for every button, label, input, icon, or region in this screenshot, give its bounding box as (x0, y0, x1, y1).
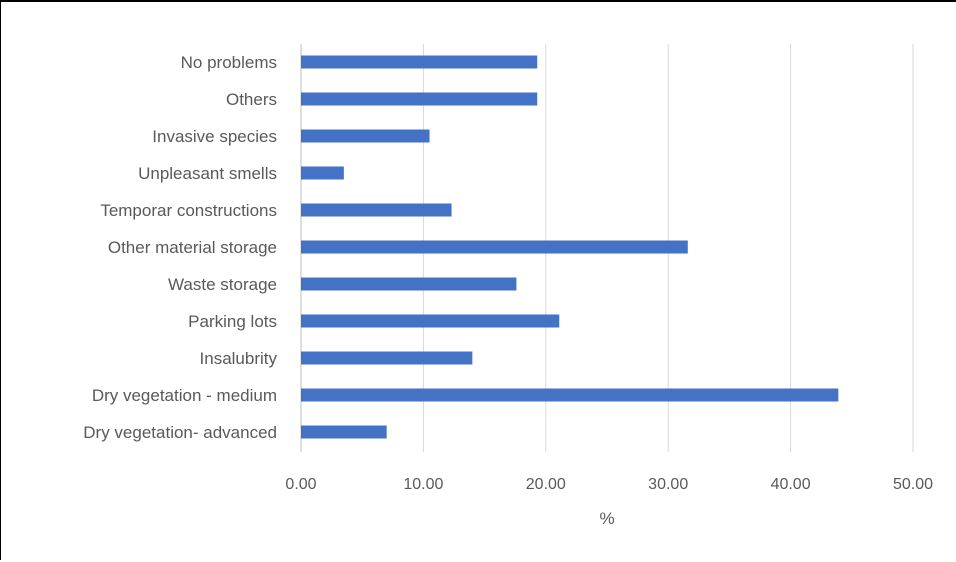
x-tick-label: 50.00 (893, 476, 933, 493)
category-labels: No problems Others Invasive species Unpleas… (83, 53, 277, 442)
bar (301, 314, 560, 328)
category-label: Other material storage (108, 238, 277, 257)
bar (301, 425, 387, 439)
bar (301, 203, 452, 217)
x-tick-label: 40.00 (771, 476, 811, 493)
bars (301, 55, 839, 439)
x-tick-label: 30.00 (648, 476, 688, 493)
bar (301, 166, 344, 180)
x-tick-label: 10.00 (403, 476, 443, 493)
category-label: Waste storage (168, 275, 277, 294)
x-tick-label: 0.00 (285, 476, 316, 493)
category-label: Insalubrity (200, 349, 278, 368)
bar (301, 277, 517, 291)
category-label: Others (226, 90, 277, 109)
bar (301, 55, 538, 69)
bar (301, 240, 688, 254)
bar (301, 351, 473, 365)
x-tick-label: 20.00 (526, 476, 566, 493)
category-label: Dry vegetation- advanced (83, 423, 277, 442)
bar (301, 92, 538, 106)
bar (301, 388, 839, 402)
category-label: Dry vegetation - medium (92, 386, 277, 405)
x-tick-labels: 0.00 10.00 20.00 30.00 40.00 50.00 (285, 476, 933, 493)
category-label: Unpleasant smells (138, 164, 277, 183)
category-label: No problems (181, 53, 277, 72)
bar (301, 129, 430, 143)
category-label: Invasive species (152, 127, 277, 146)
category-label: Temporar constructions (100, 201, 277, 220)
x-axis-title: % (599, 509, 614, 528)
category-label: Parking lots (188, 312, 277, 331)
